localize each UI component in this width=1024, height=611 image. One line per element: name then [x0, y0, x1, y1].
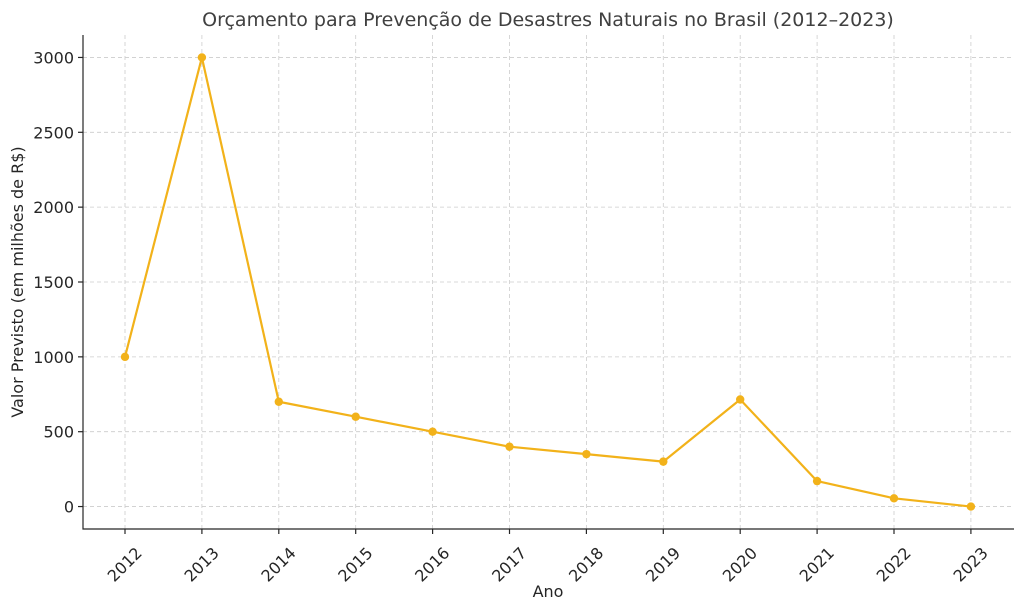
data-point: [659, 457, 668, 466]
data-point: [351, 412, 360, 421]
data-point: [505, 442, 514, 451]
x-tick-label: 2013: [181, 543, 223, 585]
data-point: [428, 427, 437, 436]
y-tick-label: 2000: [33, 198, 74, 217]
data-point: [197, 53, 207, 62]
x-tick-label: 2023: [950, 543, 992, 585]
axes: 2012 2013 2014 2015 2016 2017 2018 2019 2020 2021…: [33, 35, 1014, 586]
series-line: [123, 56, 972, 508]
y-tick-label: 0: [64, 498, 74, 517]
x-tick-label: 2016: [411, 543, 453, 585]
data-point: [274, 397, 283, 406]
axis-spines: [82, 35, 1014, 530]
data-point: [736, 395, 745, 404]
x-tick-label: 2012: [104, 543, 146, 585]
y-axis-label: Valor Previsto (em milhões de R$): [8, 146, 27, 417]
data-point: [966, 502, 976, 511]
y-tick-label: 500: [43, 423, 74, 442]
data-point: [812, 476, 822, 486]
x-tick-label: 2017: [488, 543, 530, 585]
x-tick-label: 2018: [565, 543, 607, 585]
data-point: [889, 494, 899, 503]
x-tick-label: 2022: [873, 543, 915, 585]
chart-title: Orçamento para Prevenção de Desastres Na…: [202, 9, 894, 31]
x-tick-label: 2020: [719, 543, 761, 585]
x-axis-label: Ano: [533, 582, 564, 601]
x-tick-label: 2021: [796, 543, 838, 585]
x-tick-label: 2019: [642, 543, 684, 585]
series: [120, 53, 976, 511]
data-point: [582, 449, 591, 459]
y-tick-label: 2500: [33, 123, 74, 142]
grid: [83, 35, 1014, 529]
data-point: [120, 352, 130, 362]
y-tick-label: 1000: [33, 348, 74, 367]
x-tick-label: 2015: [334, 543, 376, 585]
y-tick-label: 3000: [33, 48, 74, 67]
x-tick-label: 2014: [257, 543, 299, 585]
y-tick-label: 1500: [33, 273, 74, 292]
